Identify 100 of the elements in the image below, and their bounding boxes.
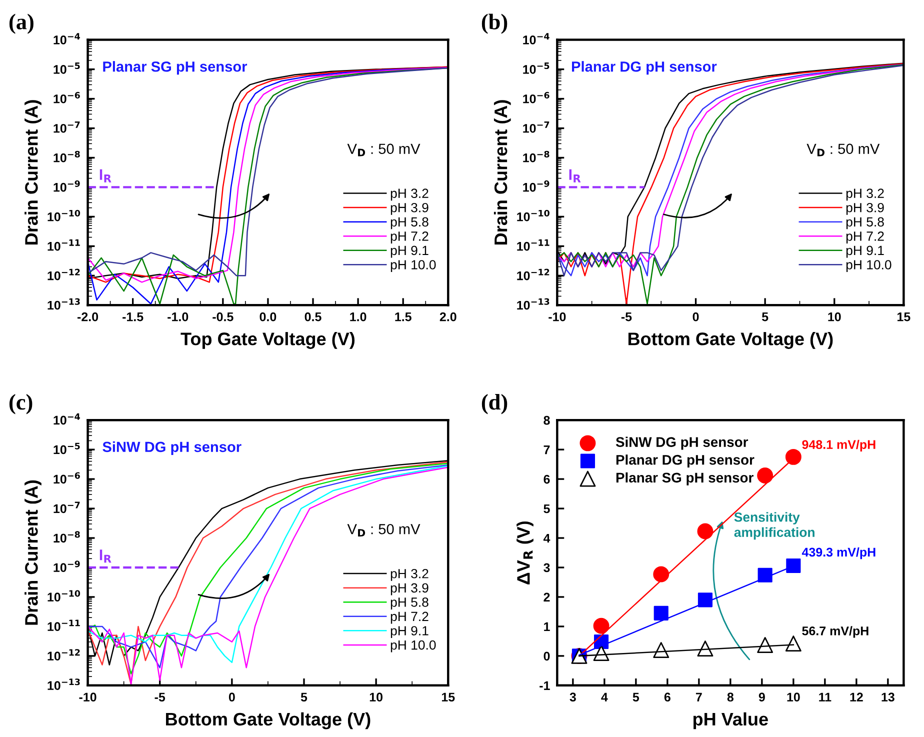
x-tick-label: 9	[758, 692, 765, 702]
point	[653, 566, 670, 582]
x-tick-label: -10	[79, 692, 96, 702]
y-tick-label: 10$^{−4}$	[523, 33, 550, 44]
legend-label: pH 7.2	[390, 232, 428, 244]
point	[698, 592, 713, 608]
x-axis-title: Top Gate Voltage (V)	[180, 332, 355, 349]
legend-label: pH 5.8	[846, 217, 884, 230]
x-tick-label: 11	[819, 692, 832, 702]
y-axis-title: Drain Current (A)	[24, 100, 42, 244]
y-tick-label: 10$^{−10}$	[48, 590, 80, 602]
x-tick-label: 8	[727, 692, 734, 702]
y-tick-label: 10$^{−11}$	[48, 239, 80, 251]
x-axis-title: Bottom Gate Voltage (V)	[628, 332, 833, 349]
y-tick-label: 10$^{−11}$	[48, 620, 80, 632]
y-tick-label: 10$^{−13}$	[517, 298, 550, 310]
ref-line-label: I$_{R}$	[100, 169, 112, 182]
x-axis-title: Bottom Gate Voltage (V)	[166, 712, 370, 730]
y-tick-label: 10$^{−8}$	[523, 150, 550, 162]
annotation: Sensitivity amplification	[734, 512, 814, 540]
chart-title: (d)	[482, 394, 508, 414]
x-tick-label: 0	[692, 312, 699, 322]
y-tick-label: 10$^{−7}$	[523, 122, 550, 133]
legend-label: pH 7.2	[846, 232, 884, 244]
legend-label: pH 3.9	[390, 583, 428, 596]
x-tick-label: 10	[370, 692, 383, 702]
y-tick-label: -1	[540, 681, 550, 690]
y-tick-label: 1	[544, 622, 550, 631]
legend-label: pH 7.2	[390, 612, 428, 624]
legend-label: pH 3.9	[390, 202, 428, 215]
x-tick-label: 7	[696, 692, 702, 702]
legend-label: pH 3.2	[846, 188, 884, 201]
x-tick-label: -10	[548, 312, 566, 322]
point	[785, 448, 802, 465]
y-tick-label: 10$^{−8}$	[54, 531, 80, 543]
x-tick-label: 15	[442, 692, 455, 702]
y-tick-label: 2	[544, 592, 550, 602]
y-tick-label: 8	[544, 416, 550, 425]
chart-title: (b)	[482, 14, 508, 34]
chart-title: (c)	[9, 394, 32, 414]
x-tick-label: -1.0	[168, 312, 188, 322]
legend-label: pH 5.8	[390, 598, 428, 610]
annotation: 56.7 mV/pH	[802, 626, 868, 638]
legend-label: pH 3.9	[846, 202, 884, 215]
y-tick-label: 10$^{−10}$	[48, 210, 80, 222]
point	[758, 568, 772, 582]
y-axis-title: Drain Current (A)	[24, 480, 42, 625]
x-tick-label: -1.5	[122, 312, 144, 322]
point	[654, 606, 668, 620]
legend-label: pH 3.2	[390, 188, 428, 201]
y-tick-label: 10$^{−7}$	[54, 122, 80, 133]
x-tick-label: -0.5	[212, 312, 234, 322]
legend-label: pH 9.1	[390, 246, 428, 258]
legend-label: pH 9.1	[390, 626, 428, 638]
point	[757, 468, 774, 484]
x-tick-label: 15	[898, 312, 910, 322]
annotation: V$_{D}$ : 50 mV	[347, 144, 420, 156]
y-tick-label: 10$^{−6}$	[54, 472, 80, 484]
y-tick-label: 10$^{−5}$	[54, 442, 80, 454]
legend-label: Planar DG pH sensor	[616, 454, 754, 468]
x-tick-label: -2.0	[78, 312, 98, 322]
x-tick-label: -5	[154, 692, 166, 702]
x-tick-label: 5	[762, 312, 768, 322]
ref-line-label: I$_{R}$	[569, 169, 581, 182]
annotation: V$_{D}$ : 50 mV	[806, 144, 880, 156]
y-tick-label: 10$^{−7}$	[54, 502, 80, 514]
chart-title: (a)	[9, 14, 34, 34]
y-tick-label: 10$^{−4}$	[54, 33, 80, 44]
ref-line-label: I$_{R}$	[100, 550, 112, 563]
point	[697, 523, 714, 540]
x-tick-label: -5	[621, 312, 632, 322]
x-tick-label: 2.0	[440, 312, 456, 322]
x-tick-label: 4	[601, 692, 608, 702]
y-tick-label: 10$^{−12}$	[517, 268, 550, 280]
y-tick-label: 10$^{−5}$	[523, 62, 550, 74]
y-tick-label: 10$^{−10}$	[517, 210, 550, 222]
legend-label: pH 3.2	[390, 568, 428, 581]
y-tick-label: 6	[544, 474, 550, 484]
y-tick-label: 10$^{−13}$	[48, 678, 80, 690]
y-tick-label: 10$^{−6}$	[523, 92, 550, 104]
annotation: Planar SG pH sensor	[103, 61, 248, 75]
legend-label: pH 10.0	[390, 640, 436, 652]
legend-label: pH 10.0	[846, 260, 892, 272]
y-tick-label: 10$^{−9}$	[54, 560, 80, 572]
y-tick-label: 5	[544, 504, 550, 514]
y-axis-title: ΔV$_{R}$ (V)	[516, 521, 534, 584]
x-tick-label: 12	[850, 692, 863, 702]
legend-label: Planar SG pH sensor	[616, 472, 754, 486]
y-tick-label: 0	[544, 652, 550, 661]
y-tick-label: 10$^{−13}$	[48, 298, 80, 310]
x-tick-label: 5	[300, 692, 308, 702]
y-tick-label: 10$^{−12}$	[48, 649, 80, 660]
point	[593, 618, 610, 634]
x-tick-label: 13	[882, 692, 894, 702]
y-tick-label: 10$^{−4}$	[54, 413, 80, 425]
y-tick-label: 10$^{−8}$	[54, 150, 80, 162]
legend-label: SiNW DG pH sensor	[616, 436, 748, 450]
y-tick-label: 4	[543, 534, 550, 543]
legend-label: pH 9.1	[846, 246, 884, 258]
y-tick-label: 10$^{−5}$	[54, 62, 80, 74]
